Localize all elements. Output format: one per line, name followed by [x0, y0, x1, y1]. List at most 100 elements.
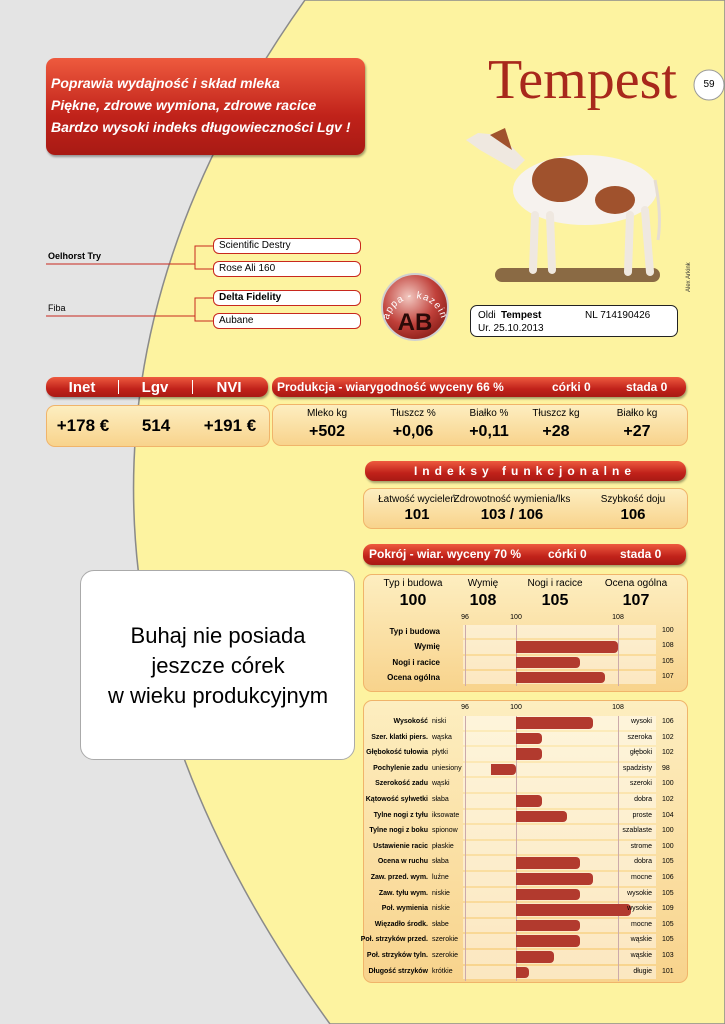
- production-title: Produkcja - wiarygodność wyceny 66 %: [277, 380, 504, 394]
- bar: [516, 795, 542, 807]
- functional-label: Zdrowotność wymienia/lks: [453, 494, 571, 505]
- note-line: Buhaj nie posiada: [130, 623, 306, 648]
- bar: [516, 857, 580, 869]
- high-label: szeroka: [627, 733, 652, 741]
- tick-label: 96: [461, 704, 469, 711]
- id-number: NL 714190426: [585, 310, 651, 321]
- conformation-value: 100: [399, 592, 427, 609]
- trait-value: 105: [662, 657, 674, 665]
- production-label: Białko kg: [616, 408, 658, 419]
- id-prefix: Oldi: [478, 310, 496, 321]
- trait-value: 102: [662, 749, 674, 757]
- trait-value: 105: [662, 936, 674, 944]
- bar: [516, 748, 542, 760]
- note-line: w wieku produkcyjnym: [107, 683, 329, 708]
- grid-line: [618, 716, 619, 982]
- low-label: słaba: [432, 858, 449, 866]
- low-label: szerokie: [432, 936, 459, 944]
- production-panel: Mleko kg +502 Tłuszcz % +0,06 Białko % +0,11 T…: [272, 404, 688, 446]
- trait-value: 102: [662, 733, 674, 741]
- functional-label: Łatwość wycieleń: [378, 494, 456, 505]
- trait-value: 102: [662, 796, 674, 803]
- high-label: szablaste: [622, 827, 652, 835]
- conformation-value: 108: [469, 592, 497, 609]
- bar: [516, 966, 529, 979]
- low-label: słaba: [432, 796, 449, 803]
- trait-value: 100: [662, 627, 674, 634]
- high-label: głęboki: [629, 749, 652, 757]
- bar: [516, 732, 542, 745]
- tick-label: 96: [461, 614, 469, 621]
- photo-credit: Alex Arkink: [686, 261, 692, 292]
- high-label: wysoki: [630, 718, 652, 725]
- production-label: Tłuszcz kg: [532, 408, 580, 419]
- indices-header: Inet Lgv NVI: [46, 377, 268, 397]
- trait-value: 104: [662, 811, 674, 819]
- high-label: wąskie: [630, 952, 652, 959]
- trait-value: 98: [662, 764, 670, 772]
- dam: Fiba: [48, 303, 66, 313]
- trait-value: 105: [662, 889, 674, 897]
- tick-label: 108: [612, 704, 624, 711]
- bar: [516, 671, 606, 684]
- production-label: Mleko kg: [306, 408, 348, 419]
- conformation-value: 107: [622, 592, 650, 609]
- chart-row: [463, 625, 656, 639]
- low-label: szerokie: [432, 952, 459, 959]
- trait-value: 107: [662, 672, 674, 680]
- production-value: +0,06: [392, 423, 434, 440]
- index-header: Lgv: [141, 379, 169, 396]
- high-label: długie: [633, 967, 652, 975]
- note-box: Buhaj nie posiada jeszcze córek w wieku pr…: [80, 570, 355, 760]
- trait-value: 109: [662, 905, 674, 913]
- page-title: Tempest: [488, 49, 677, 111]
- kappa-value: AB: [398, 309, 433, 336]
- trait-value: 103: [662, 952, 674, 959]
- trait-label: Długość strzyków: [368, 967, 428, 975]
- bar: [516, 888, 580, 901]
- trait-label: Wysokość: [393, 718, 429, 725]
- chart-row: [463, 825, 656, 839]
- low-label: niskie: [432, 889, 450, 897]
- conformation-label: Wymię: [467, 578, 499, 589]
- cow-photo: [466, 128, 661, 282]
- low-label: luźne: [432, 874, 449, 881]
- trait-label: Poł. strzyków tyln.: [366, 952, 428, 959]
- conformation-daughters: córki 0: [548, 547, 587, 561]
- pedigree-dam-sire: Delta Fidelity: [213, 290, 361, 306]
- index-separator: [192, 380, 193, 394]
- trait-label: Zaw. tyłu wym.: [378, 889, 428, 897]
- bar: [516, 919, 580, 932]
- id-born: Ur. 25.10.2013: [478, 323, 544, 334]
- trait-label: Ocena w ruchu: [377, 858, 428, 866]
- trait-label: Wymię: [414, 642, 440, 652]
- functional-value: 101: [404, 506, 430, 523]
- chart-row: [463, 794, 656, 808]
- indices-panel: +178 € 514 +191 €: [46, 405, 270, 447]
- bar: [516, 810, 567, 823]
- index-value: 514: [141, 416, 171, 435]
- bar: [490, 763, 516, 776]
- low-label: słabe: [432, 920, 449, 928]
- high-label: wąskie: [630, 936, 652, 944]
- trait-label: Zaw. przed. wym.: [370, 874, 428, 881]
- trait-value: 100: [662, 780, 674, 788]
- trait-value: 100: [662, 827, 674, 835]
- functional-panel: Łatwość wycieleń 101 Zdrowotność wymienia/…: [363, 488, 688, 529]
- conformation-title: Pokrój - wiar. wyceny 70 %: [369, 547, 522, 561]
- index-separator: [118, 380, 119, 394]
- conformation-label: Typ i budowa: [383, 578, 443, 589]
- trait-value: 100: [662, 842, 674, 850]
- production-value: +0,11: [469, 423, 509, 440]
- grid-line: [465, 716, 466, 982]
- bar: [516, 656, 580, 668]
- pedigree-dam-dam: Aubane: [213, 313, 361, 329]
- high-label: dobra: [634, 858, 652, 866]
- trait-label: Szer. klatki piers.: [371, 733, 428, 741]
- highlight: Poprawia wydajność i skład mleka: [51, 75, 280, 91]
- trait-label: Głębokość tułowia: [366, 749, 428, 757]
- production-header: Produkcja - wiarygodność wyceny 66 % córk…: [272, 377, 686, 397]
- high-label: wysokie: [627, 889, 652, 897]
- grid-line: [516, 625, 517, 687]
- chart-row: [463, 950, 656, 964]
